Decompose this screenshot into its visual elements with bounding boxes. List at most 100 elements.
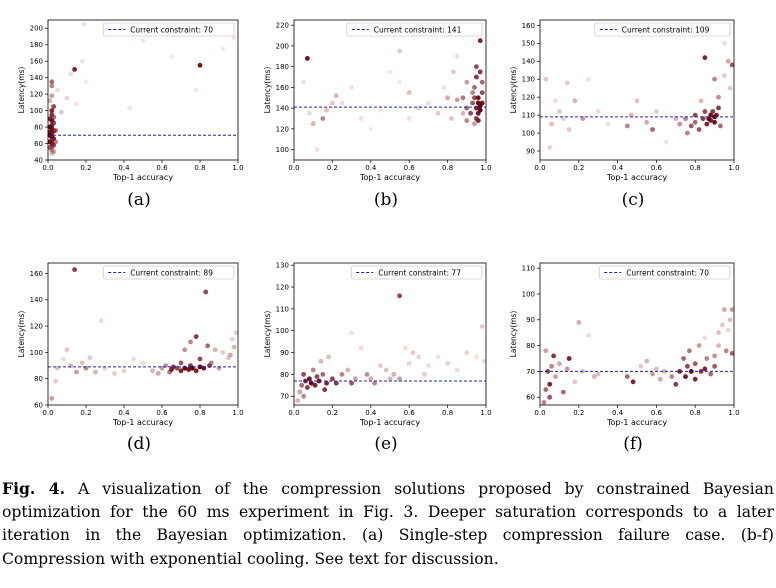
data-point (74, 369, 79, 375)
data-point (308, 380, 314, 386)
data-point (663, 139, 669, 145)
data-point (576, 320, 582, 325)
sublabel-f: (f) (623, 434, 643, 454)
data-point (349, 380, 354, 386)
y-tick-label: 60 (526, 394, 535, 402)
data-point (729, 62, 735, 68)
x-tick-label: 0.4 (365, 409, 377, 417)
y-axis-label: Latency(ms) (263, 311, 272, 358)
y-tick-label: 120 (522, 94, 535, 102)
data-point (297, 389, 303, 395)
x-tick-label: 0.0 (42, 409, 53, 417)
data-point (704, 356, 710, 361)
data-point (712, 363, 717, 369)
data-point (702, 109, 708, 114)
data-point (477, 107, 483, 113)
data-point (98, 318, 104, 324)
data-point (182, 347, 188, 353)
data-point (685, 363, 690, 369)
data-point (47, 139, 53, 145)
data-point (702, 55, 708, 61)
data-point (698, 98, 704, 104)
data-point (55, 87, 60, 93)
data-point (650, 371, 655, 377)
y-tick-label: 80 (34, 375, 43, 383)
data-point (231, 344, 237, 350)
y-axis-label: Latency(ms) (509, 67, 518, 114)
data-point (193, 87, 199, 93)
data-point (560, 389, 566, 395)
data-point (178, 368, 184, 374)
data-point (708, 112, 714, 118)
chart-e: 0.0 0.2 0.4 0.6 0.8 1.0 70 80 90 100 110 120 130 Top-… (263, 262, 492, 427)
data-point (449, 116, 454, 121)
data-point (549, 363, 554, 369)
data-point (630, 379, 636, 385)
data-point (387, 69, 393, 75)
sublabel-b: (b) (373, 190, 399, 210)
data-point (644, 358, 650, 364)
data-point (479, 324, 485, 329)
data-point (72, 67, 77, 72)
data-point (479, 90, 485, 95)
y-tick-label: 110 (522, 265, 535, 273)
y-tick-label: 160 (522, 22, 535, 30)
data-point (358, 345, 364, 351)
legend-box (102, 22, 235, 37)
x-tick-label: 0.2 (327, 164, 338, 172)
data-point (654, 109, 659, 114)
x-axis-label: Top-1 accuracy (606, 418, 667, 427)
data-point (721, 73, 727, 78)
data-point (295, 398, 301, 403)
data-point (339, 372, 345, 377)
data-point (121, 368, 127, 374)
plot-frame (47, 262, 239, 406)
data-point (624, 374, 630, 379)
data-point (397, 48, 402, 54)
data-point (426, 100, 431, 106)
data-point (299, 382, 305, 388)
data-point (314, 147, 320, 153)
data-point (169, 54, 174, 60)
data-point (49, 83, 55, 89)
y-tick-label: 100 (276, 327, 289, 335)
y-tick-label: 70 (526, 368, 535, 376)
x-tick-label: 0.2 (80, 409, 91, 417)
x-tick-label: 0.6 (404, 409, 416, 417)
y-tick-label: 120 (276, 283, 289, 291)
data-point (324, 380, 329, 386)
data-point (197, 356, 203, 362)
x-tick-label: 0.4 (612, 164, 624, 172)
data-point (51, 104, 57, 109)
data-point (677, 369, 683, 374)
y-tick-label: 220 (276, 22, 289, 30)
x-tick-label: 1.0 (480, 409, 491, 417)
figure-caption: Fig. 4. A visualization of the compressi… (2, 477, 774, 571)
data-point (702, 366, 708, 372)
data-point (318, 358, 324, 364)
data-point (543, 76, 549, 82)
data-point (53, 378, 58, 384)
data-point (572, 98, 578, 104)
data-point (712, 114, 717, 120)
data-point (477, 103, 483, 109)
data-point (368, 126, 374, 132)
data-point (47, 98, 53, 104)
y-tick-label: 80 (526, 342, 535, 350)
data-point (673, 116, 679, 122)
data-point (708, 371, 714, 377)
data-point (197, 62, 203, 68)
data-point (464, 79, 470, 85)
y-tick-label: 160 (30, 270, 43, 278)
y-tick-label: 90 (280, 349, 289, 357)
x-tick-label: 0.8 (690, 164, 701, 172)
data-point (723, 348, 729, 354)
y-tick-label: 140 (276, 105, 289, 113)
data-point (320, 372, 326, 377)
data-point (557, 361, 562, 367)
data-point (406, 90, 412, 95)
data-point (725, 327, 731, 333)
data-point (445, 95, 450, 101)
data-point (595, 371, 601, 377)
data-point (468, 110, 473, 116)
